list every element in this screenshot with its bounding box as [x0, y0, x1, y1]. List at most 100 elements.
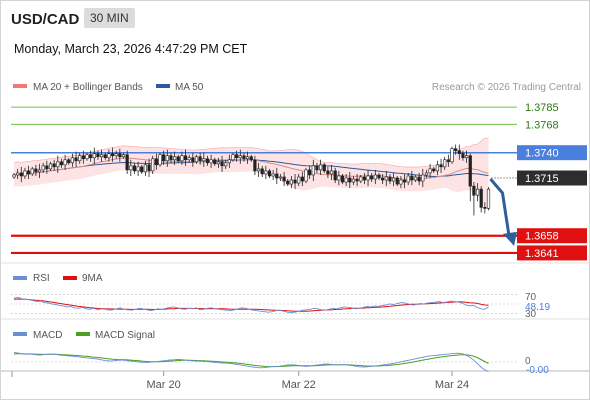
- candle-body: [59, 161, 64, 166]
- candle-body: [34, 168, 38, 173]
- x-tick-label: Mar 22: [282, 379, 316, 391]
- candle-body: [479, 188, 483, 208]
- candle-body: [472, 185, 476, 196]
- candle-body: [154, 158, 158, 166]
- level-label-last: 1.3715: [525, 173, 559, 185]
- rsi-legend: RSI 9MA 70 30 48.19: [13, 273, 550, 320]
- candle-body: [450, 148, 454, 163]
- candle-body: [384, 176, 388, 181]
- candle-body: [92, 153, 96, 159]
- candle-body: [100, 154, 104, 158]
- candle-body: [432, 168, 436, 172]
- candle-body: [209, 159, 213, 164]
- candle-body: [151, 158, 155, 172]
- candle-body: [362, 176, 367, 181]
- candle-body: [96, 153, 100, 158]
- candle-body: [162, 154, 166, 162]
- candle-body: [355, 178, 359, 182]
- candle-body: [264, 170, 268, 175]
- candle-body: [242, 155, 246, 160]
- bollinger-band: [13, 137, 489, 209]
- candle-body: [165, 155, 169, 162]
- candle-body: [359, 176, 363, 182]
- candle-body: [176, 156, 180, 162]
- candle-body: [183, 155, 188, 161]
- candle-body: [293, 179, 297, 184]
- macd-line: [13, 352, 489, 373]
- forecast-arrow-head: [503, 231, 517, 246]
- candle-body: [329, 170, 334, 175]
- candle-body: [67, 159, 71, 164]
- candle-body: [271, 173, 275, 177]
- candlesticks: [12, 144, 491, 216]
- candle-body: [16, 172, 20, 176]
- candle-body: [322, 164, 326, 172]
- candle-body: [333, 170, 337, 181]
- level-labels: 1.3785 1.3768 1.3740 1.3715 1.3658 1.3641: [517, 102, 587, 261]
- rsi-line: [13, 296, 489, 314]
- chart-datetime: Monday, March 23, 2026 4:47:29 PM CET: [14, 42, 248, 56]
- candle-body: [464, 155, 469, 159]
- candle-body: [143, 164, 148, 173]
- candle-body: [304, 169, 308, 182]
- candle-body: [52, 163, 56, 168]
- candle-body: [308, 169, 312, 176]
- main-legend: MA 20 + Bollinger Bands MA 50 Research ©…: [13, 82, 581, 93]
- legend-label-macd-signal: MACD Signal: [95, 330, 155, 341]
- candle-body: [337, 175, 341, 181]
- candle-body: [388, 176, 392, 182]
- candle-body: [70, 157, 74, 164]
- level-label-support: 1.3658: [525, 231, 559, 243]
- forecast-arrow-shaft: [489, 178, 511, 237]
- candle-body: [173, 156, 177, 161]
- timeframe-button[interactable]: 30 MIN: [84, 8, 135, 28]
- candle-body: [132, 165, 137, 172]
- candle-body: [238, 155, 242, 159]
- level-tag-support: [517, 245, 587, 261]
- candle-body: [23, 170, 27, 177]
- x-axis: Mar 20 Mar 22 Mar 24: [11, 371, 469, 391]
- candle-body: [89, 154, 93, 159]
- candle-body: [457, 150, 461, 155]
- candle-body: [351, 178, 356, 183]
- candle-body: [246, 156, 250, 160]
- level-tag-support: [517, 228, 587, 244]
- candle-body: [191, 157, 195, 163]
- candle-body: [483, 207, 487, 209]
- candle-body: [275, 173, 279, 179]
- candle-body: [435, 164, 440, 172]
- candle-body: [253, 159, 257, 172]
- candle-body: [443, 159, 447, 168]
- candle-body: [340, 175, 345, 183]
- candle-body: [213, 159, 217, 165]
- candle-body: [286, 180, 290, 185]
- candle-body: [63, 159, 67, 166]
- level-tag-last: [517, 170, 587, 186]
- candle-body: [315, 165, 319, 171]
- candle-body: [318, 164, 323, 171]
- macd-current-value: -0.00: [526, 365, 549, 376]
- candle-body: [118, 153, 122, 158]
- candle-body: [45, 165, 49, 170]
- price-levels: [11, 106, 517, 255]
- source-credit: Research © 2026 Trading Central: [432, 82, 581, 93]
- candle-body: [103, 154, 107, 159]
- candle-body: [278, 176, 283, 179]
- level-label-resistance: 1.3768: [525, 119, 559, 131]
- candle-body: [107, 153, 111, 159]
- candle-body: [125, 154, 129, 171]
- candle-body: [377, 174, 381, 179]
- macd-legend: MACD MACD Signal 0 -0.00: [13, 330, 549, 376]
- candle-body: [344, 177, 348, 183]
- candle-body: [41, 165, 45, 171]
- candle-body: [348, 177, 352, 183]
- candle-body: [428, 168, 432, 174]
- x-tick-label: Mar 24: [435, 379, 469, 391]
- candle-body: [220, 161, 224, 167]
- candle-body: [446, 159, 450, 163]
- candle-body: [205, 158, 210, 164]
- candle-body: [370, 175, 374, 180]
- legend-label-macd: MACD: [33, 330, 62, 341]
- legend-label-ma50: MA 50: [175, 82, 204, 93]
